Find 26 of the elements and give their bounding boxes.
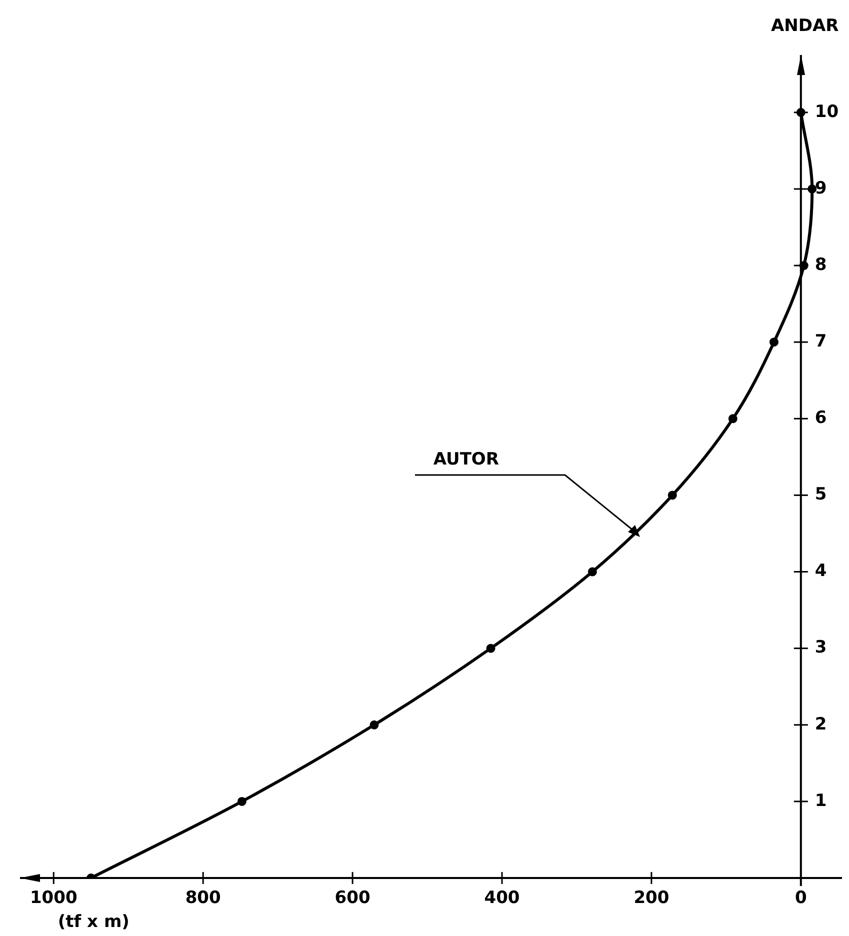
y-tick-label: 7 bbox=[814, 332, 827, 352]
x-tick-label: 0 bbox=[794, 888, 807, 908]
x-tick-label: 200 bbox=[634, 888, 670, 908]
x-tick-label: 1000 bbox=[30, 888, 78, 908]
point bbox=[486, 644, 496, 653]
point bbox=[588, 567, 597, 576]
y-tick-label: 8 bbox=[814, 254, 827, 275]
x-tick-label: 600 bbox=[334, 888, 370, 908]
y-tick-label: 9 bbox=[814, 178, 827, 198]
y-tick-label: 2 bbox=[814, 714, 827, 734]
point bbox=[370, 720, 379, 730]
point bbox=[770, 338, 778, 347]
x-axis-title: (tf x m) bbox=[58, 912, 130, 932]
y-tick-label: 5 bbox=[814, 484, 827, 505]
y-tick-label: 1 bbox=[814, 790, 827, 811]
y-axis-title: ANDAR bbox=[771, 16, 839, 36]
x-tick-label: 800 bbox=[185, 888, 221, 908]
point bbox=[728, 414, 738, 424]
y-tick-label: 6 bbox=[814, 408, 827, 428]
point bbox=[237, 796, 246, 806]
y-tick-label: 4 bbox=[814, 561, 827, 582]
text: AUTOR bbox=[433, 449, 499, 470]
y-tick-label: 10 bbox=[814, 102, 839, 122]
point bbox=[668, 490, 677, 500]
x-tick-label: 400 bbox=[484, 888, 520, 908]
y-tick-label: 3 bbox=[814, 638, 827, 658]
